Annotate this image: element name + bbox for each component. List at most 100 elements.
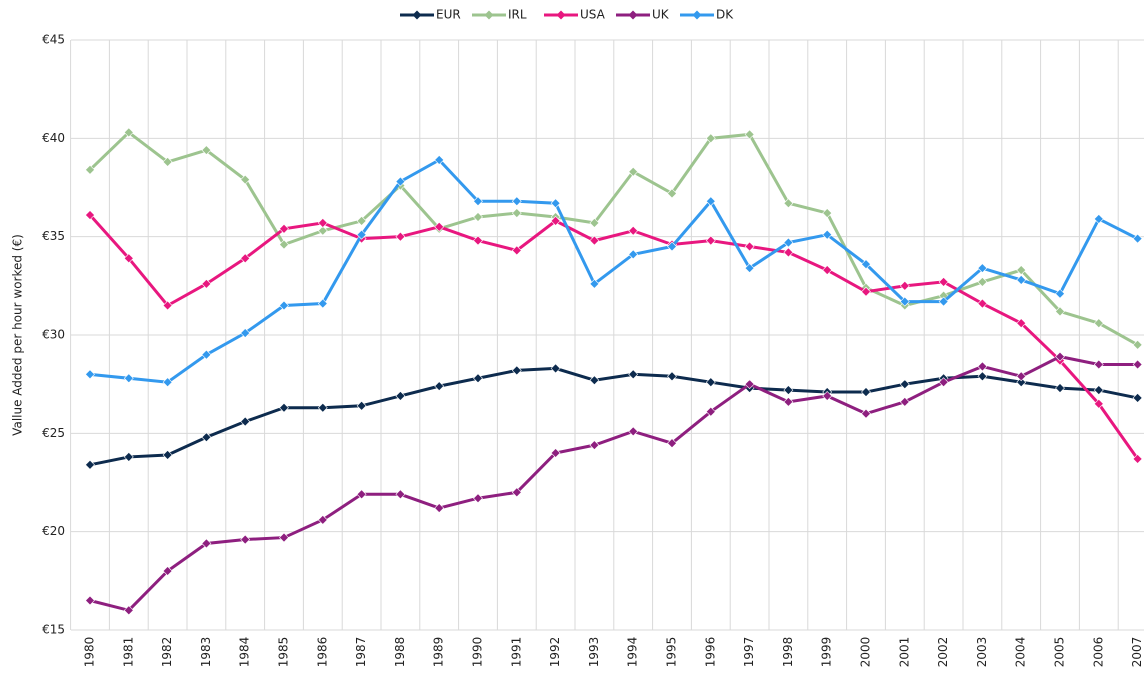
data-point bbox=[85, 369, 95, 380]
data-point bbox=[317, 514, 328, 525]
data-point bbox=[473, 373, 483, 384]
data-point bbox=[1093, 398, 1104, 409]
data-point bbox=[395, 489, 406, 500]
x-tick-label: 1994 bbox=[626, 637, 640, 668]
data-point bbox=[1132, 359, 1143, 370]
data-point bbox=[744, 129, 755, 140]
data-point bbox=[240, 534, 251, 545]
data-point bbox=[861, 259, 871, 270]
data-point bbox=[744, 379, 755, 390]
data-point bbox=[705, 406, 716, 417]
data-point bbox=[705, 377, 716, 388]
data-point bbox=[201, 538, 212, 549]
data-point bbox=[511, 487, 522, 498]
data-point bbox=[201, 432, 212, 443]
data-point bbox=[240, 174, 251, 185]
data-point bbox=[279, 532, 289, 543]
x-tick-label: 2004 bbox=[1014, 637, 1028, 668]
data-point bbox=[667, 438, 677, 449]
data-point bbox=[356, 216, 367, 226]
x-tick-label: 2000 bbox=[859, 637, 873, 668]
data-point bbox=[938, 296, 949, 307]
data-point bbox=[861, 408, 871, 419]
data-point bbox=[1093, 359, 1104, 370]
data-point bbox=[899, 296, 910, 307]
data-point bbox=[1093, 318, 1104, 329]
data-point bbox=[938, 276, 949, 287]
y-tick-label: €30 bbox=[42, 328, 65, 342]
x-tick-label: 1980 bbox=[83, 637, 97, 668]
data-point bbox=[123, 452, 134, 462]
data-point bbox=[861, 286, 871, 297]
data-point bbox=[1016, 318, 1027, 329]
data-point bbox=[550, 448, 561, 458]
data-point bbox=[511, 245, 522, 256]
x-tick-label: 1990 bbox=[471, 637, 485, 668]
data-point bbox=[201, 145, 212, 156]
legend-item: EUR bbox=[400, 8, 461, 22]
data-point bbox=[1132, 393, 1143, 403]
legend-item: DK bbox=[680, 8, 734, 22]
y-tick-label: €40 bbox=[42, 131, 65, 145]
data-point bbox=[240, 253, 251, 264]
x-tick-label: 1981 bbox=[121, 637, 135, 668]
data-point bbox=[783, 385, 794, 395]
x-tick-label: 1988 bbox=[393, 637, 407, 668]
data-point bbox=[434, 381, 445, 392]
data-point bbox=[317, 402, 328, 413]
data-point bbox=[473, 196, 483, 207]
y-tick-label: €25 bbox=[42, 426, 65, 440]
x-tick-label: 1998 bbox=[781, 637, 795, 668]
data-point bbox=[473, 212, 483, 222]
data-point bbox=[1055, 288, 1065, 299]
data-point bbox=[162, 450, 173, 460]
data-point bbox=[279, 402, 289, 413]
data-point bbox=[550, 198, 561, 209]
data-point bbox=[511, 365, 522, 376]
legend-item: UK bbox=[616, 8, 670, 22]
data-point bbox=[977, 298, 988, 309]
y-tick-label: €15 bbox=[42, 623, 65, 637]
legend-marker bbox=[628, 10, 638, 20]
data-point bbox=[628, 426, 639, 437]
data-point bbox=[162, 377, 173, 388]
data-point bbox=[279, 239, 289, 250]
data-point bbox=[279, 223, 289, 234]
data-point bbox=[1055, 383, 1065, 394]
data-point bbox=[977, 263, 988, 274]
data-point bbox=[589, 440, 600, 451]
data-point bbox=[434, 503, 445, 513]
data-point bbox=[473, 235, 483, 246]
data-point bbox=[201, 278, 212, 289]
data-point bbox=[162, 157, 173, 167]
data-point bbox=[1093, 214, 1104, 224]
data-point bbox=[317, 217, 328, 228]
data-point bbox=[783, 247, 794, 258]
legend-label: EUR bbox=[436, 8, 461, 22]
data-point bbox=[123, 127, 134, 138]
data-point bbox=[589, 235, 600, 246]
data-point bbox=[628, 249, 639, 260]
x-tick-label: 2003 bbox=[975, 637, 989, 668]
y-tick-label: €20 bbox=[42, 524, 65, 538]
data-point bbox=[822, 208, 833, 218]
data-point bbox=[395, 391, 406, 401]
data-point bbox=[744, 263, 755, 274]
x-tick-label: 1982 bbox=[160, 637, 174, 668]
series-line bbox=[88, 130, 1139, 347]
data-point bbox=[783, 198, 794, 209]
data-point bbox=[123, 373, 134, 384]
y-tick-label: €45 bbox=[42, 33, 65, 47]
data-point bbox=[589, 375, 600, 386]
x-tick-label: 1999 bbox=[820, 637, 834, 668]
data-point bbox=[1016, 275, 1027, 285]
x-tick-label: 1983 bbox=[199, 637, 213, 668]
legend-item: IRL bbox=[472, 8, 527, 22]
data-point bbox=[434, 221, 445, 232]
data-point bbox=[550, 216, 561, 226]
data-point bbox=[822, 229, 833, 240]
x-tick-label: 2007 bbox=[1130, 637, 1144, 668]
data-point bbox=[1132, 233, 1143, 244]
x-tick-label: 1989 bbox=[432, 637, 446, 668]
